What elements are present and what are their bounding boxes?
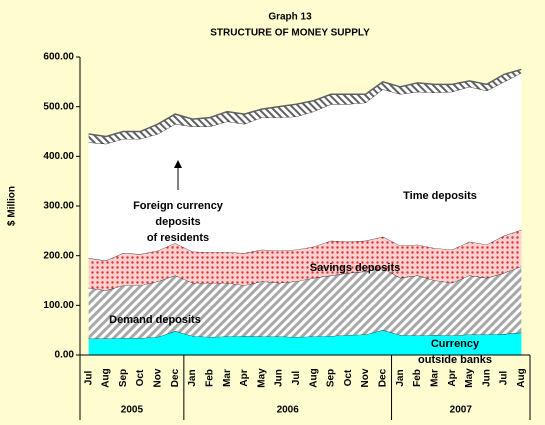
- x-tick-label: Jun: [274, 369, 285, 387]
- area: [88, 69, 522, 144]
- y-tick-label: 500.00: [43, 101, 74, 112]
- x-tick-label: May: [256, 368, 267, 388]
- area: [88, 330, 522, 355]
- x-tick-label: May: [464, 368, 475, 388]
- x-group-label: 2007: [450, 405, 473, 416]
- series-label: Savings deposits: [309, 262, 401, 274]
- x-tick-label: Aug: [101, 368, 112, 387]
- x-tick-label: Jul: [499, 371, 510, 386]
- x-tick-label: Dec: [170, 368, 181, 387]
- x-tick-label: Apr: [239, 369, 250, 386]
- area: [88, 229, 522, 291]
- x-tick-label: Jul: [291, 371, 302, 386]
- x-tick-label: Feb: [204, 369, 215, 387]
- area: [88, 72, 522, 261]
- y-tick-label: 100.00: [43, 300, 74, 311]
- series-label: Time deposits: [403, 190, 477, 202]
- x-tick-label: Feb: [412, 369, 423, 387]
- x-tick-label: Dec: [378, 368, 389, 387]
- x-tick-label: Apr: [447, 369, 458, 386]
- x-tick-label: Mar: [222, 369, 233, 387]
- x-tick-label: Oct: [343, 369, 354, 386]
- x-tick-label: Oct: [135, 369, 146, 386]
- y-tick-label: 0.00: [55, 350, 75, 361]
- x-tick-label: Jan: [187, 369, 198, 386]
- y-axis-label: $ Million: [7, 186, 18, 226]
- x-tick-label: Jan: [395, 369, 406, 386]
- area-edge: [88, 72, 522, 145]
- x-tick-label: Jul: [83, 371, 94, 386]
- series-label: Demand deposits: [109, 314, 201, 326]
- x-group-label: 2005: [121, 405, 144, 416]
- series-label: Foreign currency deposits of residents: [133, 200, 223, 244]
- x-group-label: 2006: [277, 405, 300, 416]
- series-label: Currency outside banks: [418, 338, 492, 366]
- chart-title: Graph 13: [268, 12, 312, 23]
- area-edge: [88, 68, 522, 138]
- chart-subtitle: STRUCTURE OF MONEY SUPPLY: [210, 28, 370, 39]
- x-tick-label: Nov: [153, 368, 164, 387]
- x-tick-label: Sep: [118, 369, 129, 387]
- y-tick-label: 200.00: [43, 250, 74, 261]
- plot: 0.00 100.00 200.00 300.00 400.00 500.00 600.00…: [43, 52, 531, 420]
- annotation-arrowhead: [174, 160, 182, 168]
- x-tick-label: Nov: [360, 368, 371, 387]
- y-tick-label: 400.00: [43, 151, 74, 162]
- y-tick-label: 300.00: [43, 201, 74, 212]
- area: [88, 266, 522, 339]
- y-tick-label: 600.00: [43, 52, 74, 63]
- x-tick-label: Jun: [481, 369, 492, 387]
- x-tick-label: Sep: [326, 369, 337, 387]
- x-tick-label: Mar: [429, 369, 440, 387]
- x-tick-label: Aug: [516, 368, 527, 387]
- x-tick-label: Aug: [308, 368, 319, 387]
